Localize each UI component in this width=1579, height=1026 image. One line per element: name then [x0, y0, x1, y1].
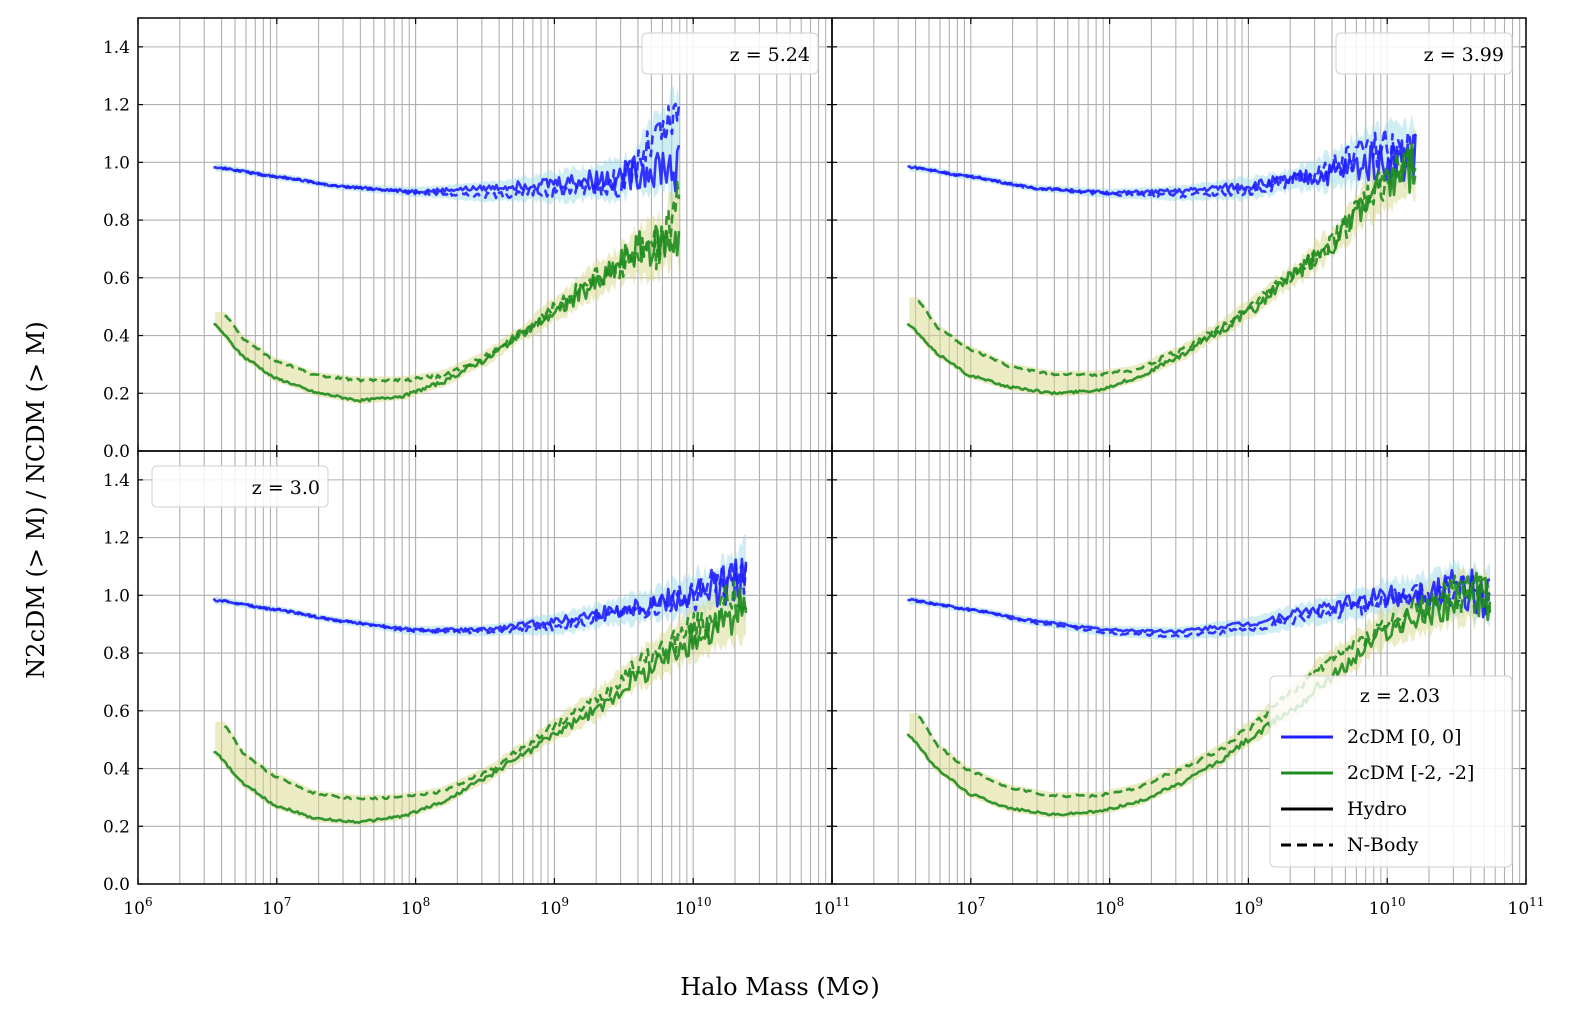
y-tick-label: 1.2 — [103, 529, 130, 549]
y-tick-label: 1.0 — [103, 153, 130, 173]
series-2cdm-2-2-n-body — [223, 580, 748, 801]
panels: 0.0 0.2 0.4 0.6 0.8 1.0 1.2 1.4 z = 5.24 z = 3.99… — [103, 17, 1545, 919]
y-tick-label: 1.2 — [103, 96, 130, 116]
y-tick-label: 0.4 — [103, 327, 130, 347]
y-tick-label: 0.6 — [103, 269, 130, 289]
y-tick-label: 0.2 — [103, 817, 130, 837]
redshift-label: z = 3.99 — [1424, 44, 1504, 66]
y-tick-label: 0.8 — [103, 211, 130, 231]
y-tick-label: 0.0 — [103, 442, 130, 462]
series-2cdm-0-0-n-body — [220, 559, 748, 635]
legend: z = 2.03 2cDM [0, 0] 2cDM [-2, -2] Hydro… — [1269, 675, 1513, 868]
series-2cdm-0-0-n-body — [915, 572, 1492, 638]
legend-title: z = 2.03 — [1360, 685, 1440, 707]
x-tick-label: 106 — [123, 895, 152, 919]
panel-top-left: 0.0 0.2 0.4 0.6 0.8 1.0 1.2 1.4 z = 5.24 — [103, 17, 833, 462]
x-ticks: 107 108 109 1010 1011 — [831, 451, 1545, 919]
axis-labels: Halo Mass (M⊙) N2cDM (> M) / NCDM (> M) — [22, 321, 880, 1001]
y-axis-title: N2cDM (> M) / NCDM (> M) — [22, 321, 50, 678]
series-2cdm-2-2-n-body — [224, 180, 681, 383]
plot-area — [906, 114, 1417, 397]
axes-frame — [831, 450, 1527, 885]
x-axis-title: Halo Mass (M⊙) — [680, 973, 880, 1001]
x-ticks — [137, 18, 833, 451]
redshift-label: z = 5.24 — [730, 44, 810, 66]
x-tick-label: 107 — [956, 895, 985, 919]
plot-area — [212, 533, 748, 826]
band-2cdm-m2-m2 — [909, 129, 1416, 397]
series-2cdm-2-2-hydro — [213, 224, 681, 403]
axes-frame — [831, 17, 1527, 452]
band-2cdm-0-0 — [909, 114, 1416, 202]
y-ticks: 0.0 0.2 0.4 0.6 0.8 1.0 1.2 1.4 — [103, 38, 832, 462]
x-tick-label: 1010 — [1369, 895, 1406, 919]
y-ticks: 0.0 0.2 0.4 0.6 0.8 1.0 1.2 1.4 — [103, 471, 832, 895]
x-tick-label: 1011 — [1508, 895, 1545, 919]
y-tick-label: 1.4 — [103, 38, 130, 58]
series-2cdm-2-2-n-body — [917, 145, 1417, 378]
x-tick-label: 109 — [1234, 895, 1263, 919]
band-2cdm-0-0 — [215, 533, 746, 637]
series-2cdm-2-2-hydro — [906, 142, 1417, 396]
x-ticks — [831, 18, 1527, 451]
x-ticks: 106 107 108 109 1010 1011 — [123, 451, 850, 919]
grid — [832, 18, 1526, 451]
y-tick-label: 0.4 — [103, 760, 130, 780]
series-2cdm-0-0-n-body — [221, 102, 681, 200]
x-tick-label: 109 — [540, 895, 569, 919]
y-tick-label: 0.8 — [103, 644, 130, 664]
plot-area — [213, 86, 681, 405]
redshift-box — [1335, 32, 1513, 75]
y-tick-label: 1.0 — [103, 586, 130, 606]
band-2cdm-m2-m2 — [215, 562, 746, 826]
axes-frame — [137, 450, 833, 885]
grid — [138, 18, 832, 451]
panel-bottom-left: 0.0 0.2 0.4 0.6 0.8 1.0 1.2 1.4 106 107 108 109 1010… — [103, 450, 850, 919]
series-2cdm-2-2-n-body — [917, 572, 1492, 799]
legend-frame — [1269, 675, 1513, 868]
redshift-box — [151, 465, 329, 508]
x-tick-label: 108 — [401, 895, 430, 919]
y-ticks — [832, 46, 1526, 452]
y-tick-label: 0.2 — [103, 384, 130, 404]
redshift-label: z = 3.0 — [252, 477, 320, 499]
y-ticks — [832, 479, 1526, 885]
x-tick-label: 1011 — [814, 895, 851, 919]
band-2cdm-0-0 — [215, 86, 679, 207]
band-2cdm-m2-m2 — [215, 152, 679, 405]
y-tick-label: 1.4 — [103, 471, 130, 491]
legend-label-2: Hydro — [1347, 798, 1407, 820]
legend-label-3: N-Body — [1347, 834, 1419, 856]
axes-frame — [137, 17, 833, 452]
y-tick-label: 0.6 — [103, 702, 130, 722]
redshift-box — [641, 32, 819, 75]
legend-label-0: 2cDM [0, 0] — [1347, 726, 1462, 748]
band-2cdm-0-0 — [909, 559, 1490, 640]
x-tick-label: 107 — [262, 895, 291, 919]
x-tick-label: 108 — [1095, 895, 1124, 919]
legend-label-1: 2cDM [-2, -2] — [1347, 762, 1474, 784]
plot-area — [906, 559, 1492, 819]
panel-top-right: z = 3.99 — [831, 17, 1527, 452]
x-tick-label: 1010 — [675, 895, 712, 919]
series-2cdm-0-0-hydro — [213, 144, 681, 194]
grid — [138, 451, 832, 884]
series-2cdm-2-2-hydro — [906, 571, 1492, 817]
y-tick-label: 0.0 — [103, 875, 130, 895]
